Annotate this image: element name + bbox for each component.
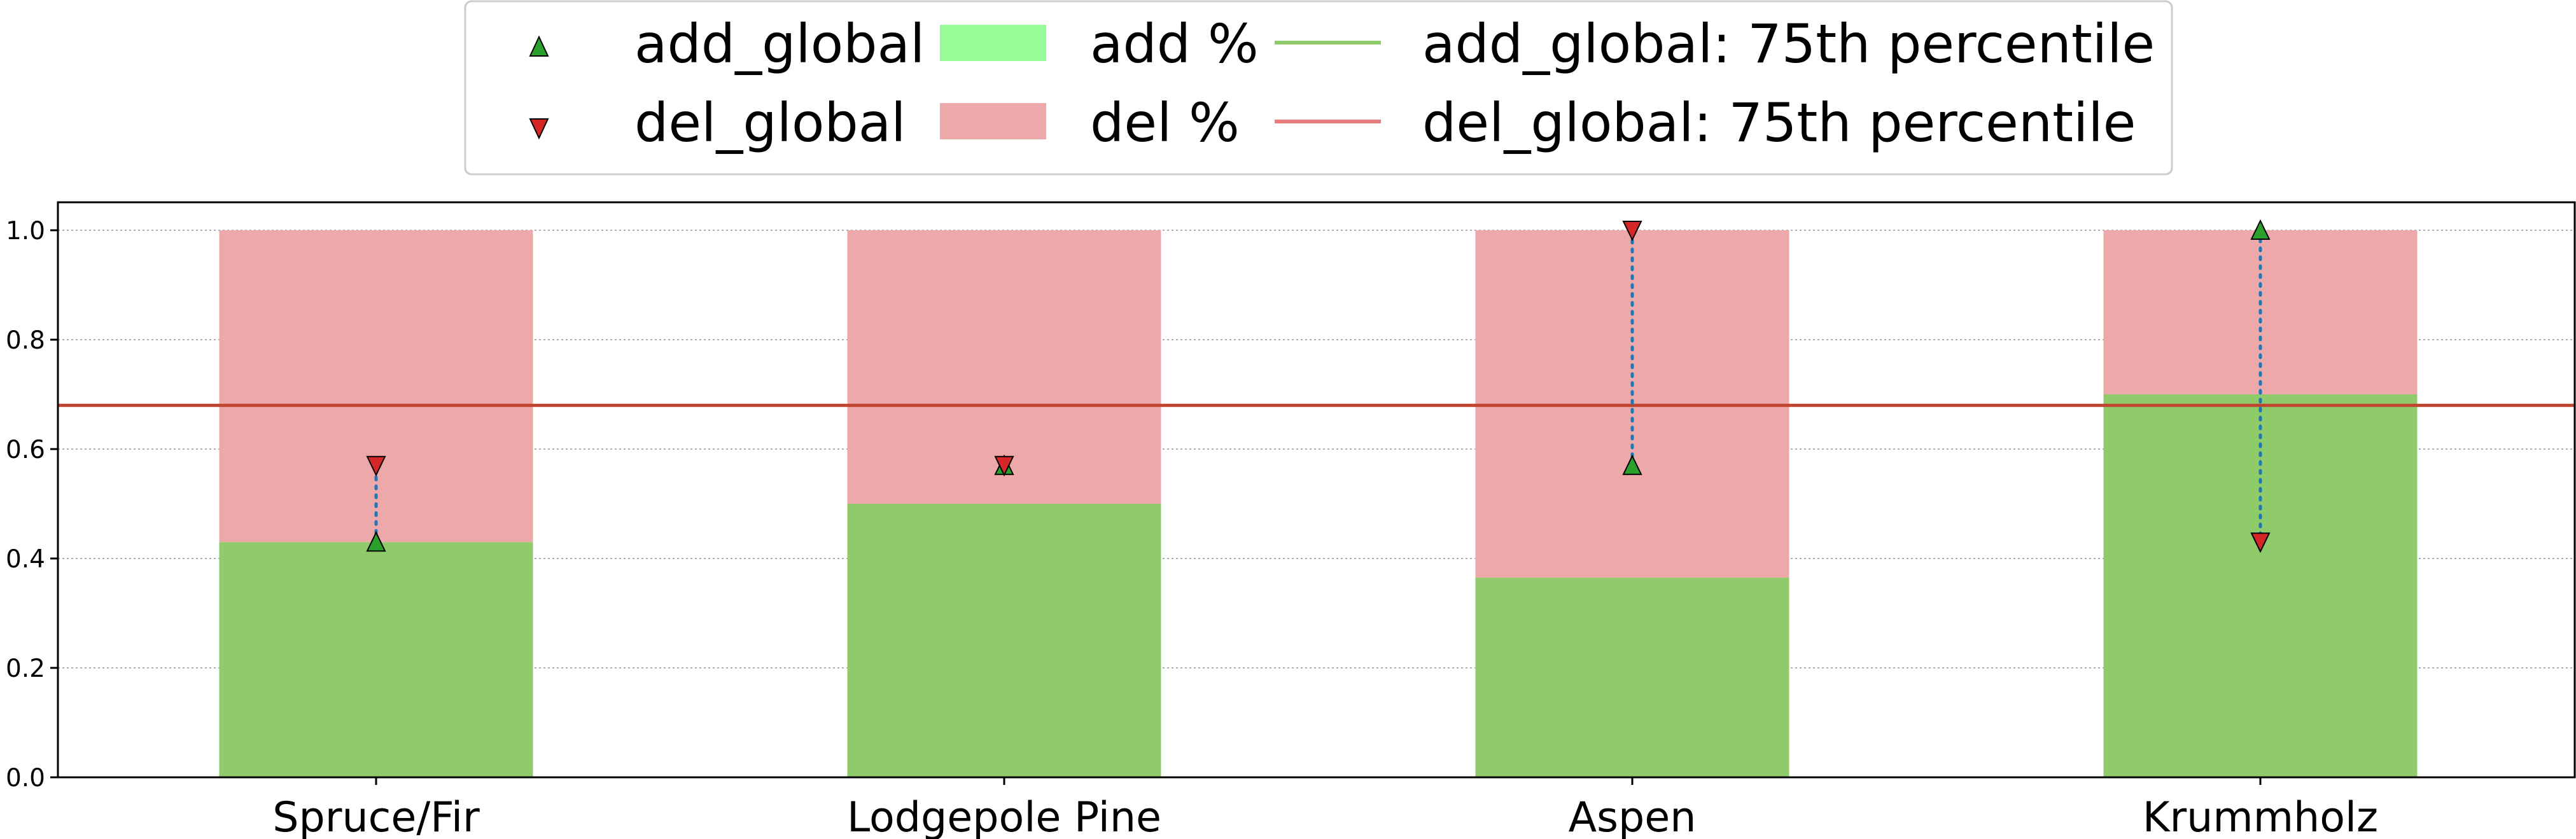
global-markers — [366, 219, 2271, 553]
x-axis-ticks: Spruce/Fir Lodgepole Pine Aspen Krummholz — [272, 777, 2378, 839]
bar-add-pct — [219, 542, 533, 777]
x-tick-label: Lodgepole Pine — [847, 794, 1161, 839]
legend-del-global-label: del_global — [634, 92, 906, 154]
bar-add-pct — [847, 504, 1161, 777]
y-tick-label: 0.0 — [6, 764, 45, 793]
y-tick-label: 0.6 — [6, 436, 45, 464]
y-tick-label: 1.0 — [6, 217, 45, 246]
add-global-marker — [1622, 454, 1642, 475]
x-tick-label: Aspen — [1569, 794, 1697, 839]
del-global-marker — [2250, 532, 2271, 553]
legend-add-pct-label: add % — [1090, 13, 1259, 75]
legend-del-global-marker — [529, 118, 549, 140]
y-tick-label: 0.8 — [6, 326, 45, 355]
legend-del-pct-label: del % — [1090, 92, 1240, 154]
legend-del-pct-patch — [940, 103, 1046, 139]
del-global-marker — [994, 455, 1014, 477]
legend-add-global-label: add_global — [634, 13, 925, 75]
bar-add-pct — [2103, 394, 2418, 777]
legend-del-75th-label: del_global: 75th percentile — [1422, 92, 2136, 154]
bars — [219, 230, 2418, 777]
y-tick-label: 0.2 — [6, 655, 45, 683]
bar-add-pct — [1475, 578, 1789, 777]
del-global-marker — [366, 455, 386, 477]
legend-add-75th-label: add_global: 75th percentile — [1422, 13, 2155, 75]
plot-frame — [57, 201, 2576, 779]
x-tick-label: Krummholz — [2143, 794, 2378, 839]
marker-connectors — [374, 228, 2262, 544]
x-tick-label: Spruce/Fir — [272, 794, 480, 839]
add-global-marker — [2250, 219, 2271, 240]
legend-frame — [464, 0, 2173, 176]
add-global-marker — [366, 530, 386, 552]
y-tick-label: 0.4 — [6, 545, 45, 574]
legend-add-pct-patch — [940, 25, 1046, 61]
legend: add_global add % add_global: 75th percen… — [464, 0, 2173, 176]
legend-add-global-marker — [529, 35, 549, 57]
del-global-marker — [1622, 221, 1642, 242]
y-axis-ticks: 0.0 0.2 0.4 0.6 0.8 1.0 — [6, 217, 58, 793]
